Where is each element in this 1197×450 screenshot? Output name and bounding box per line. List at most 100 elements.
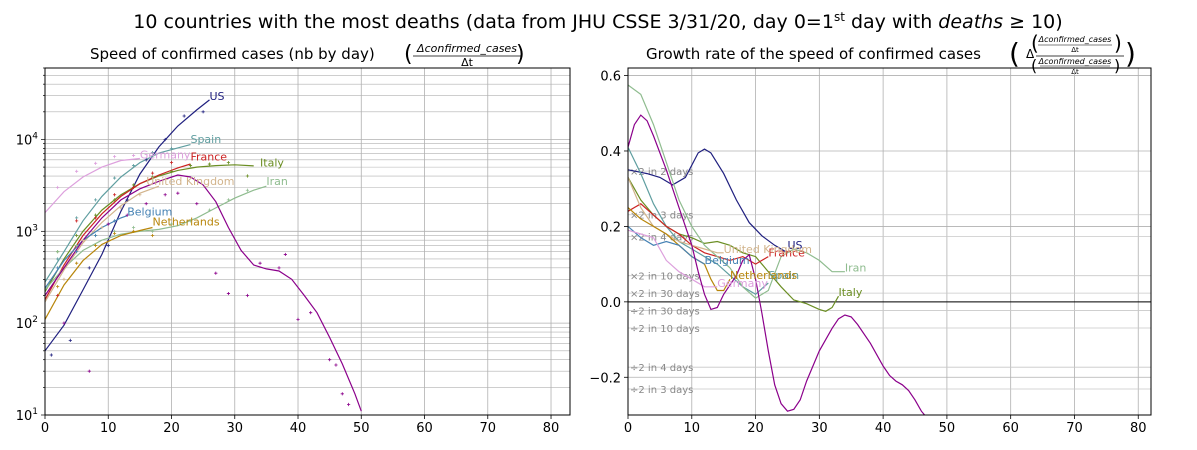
left-series-label-iran: Iran	[266, 175, 288, 188]
reference-label: ×2 in 10 days	[630, 272, 700, 283]
left-marker-italy	[112, 198, 117, 202]
title-superscript: st	[834, 10, 845, 24]
right-grid: ×2 in 2 days ×2 in 3 days ×2 in 4 days ×2 i…	[627, 68, 1151, 415]
title-part-deaths: deaths	[938, 11, 1003, 33]
left-marker-iran	[188, 219, 193, 223]
left-marker-us	[68, 338, 72, 342]
right-series-lines	[627, 84, 926, 416]
left-marker-france	[150, 171, 155, 175]
svg-text:(: (	[404, 42, 413, 67]
figure-title: 10 countries with the most deaths (data …	[133, 10, 1062, 33]
left-marker-france	[131, 185, 136, 190]
left-marker-belgium	[75, 250, 79, 254]
left-marker-iran	[131, 225, 136, 230]
left-marker-us	[144, 158, 148, 162]
left-marker-italy	[207, 162, 212, 166]
reference-label: ×2 in 30 days	[630, 289, 700, 300]
left-marker-iran	[56, 250, 60, 254]
left-xtick-label: 20	[163, 421, 180, 436]
left-marker-china	[283, 252, 287, 257]
right-series-label-germany: Germany	[717, 277, 768, 290]
left-marker-spain	[169, 146, 174, 150]
left-marker-us	[201, 110, 205, 114]
left-marker-iran	[226, 198, 231, 202]
left-series-label-united-kingdom: United Kingdom	[146, 175, 234, 188]
right-series-line-belgium	[627, 225, 705, 265]
left-xtick-label: 80	[543, 421, 560, 436]
left-marker-italy	[188, 163, 193, 168]
svg-text:): )	[1114, 56, 1120, 75]
right-title-formula: ( Δ ( Δconfirmed_cases Δt ) ( Δconfirmed…	[1009, 31, 1136, 76]
left-marker-china	[328, 358, 332, 362]
left-marker-united-kingdom	[100, 225, 104, 230]
left-marker-spain	[75, 216, 79, 220]
left-marker-us	[163, 137, 167, 142]
left-marker-belgium	[94, 233, 98, 238]
left-series-line-netherlands	[44, 226, 153, 320]
title-part-3: ≥ 10)	[1003, 11, 1063, 33]
right-xtick-label: 80	[1130, 421, 1147, 436]
right-xtick-label: 10	[684, 421, 701, 436]
left-series-line-china	[44, 174, 362, 412]
right-formula-delta: Δ	[1026, 47, 1035, 61]
left-marker-france	[75, 219, 79, 223]
right-formula-denominator-den: Δt	[1071, 68, 1079, 76]
right-series-line-united-kingdom	[627, 177, 724, 254]
left-series-label-italy: Italy	[260, 156, 284, 169]
left-marker-china	[340, 392, 344, 396]
left-series-line-us	[44, 99, 210, 352]
left-series-line-belgium	[44, 215, 128, 289]
left-marker-us	[87, 266, 91, 270]
left-marker-china	[258, 261, 262, 265]
right-series-label-france: France	[768, 247, 805, 260]
right-series-label-belgium: Belgium	[705, 254, 750, 267]
right-ytick-label: 0.4	[600, 145, 621, 160]
reference-label: ×2 in 2 days	[630, 167, 693, 178]
left-marker-china	[125, 213, 129, 217]
left-chart-title: Speed of confirmed cases (nb by day)	[90, 45, 375, 63]
left-marker-germany	[112, 155, 117, 159]
left-marker-china	[277, 266, 281, 270]
right-ytick-label: −0.2	[589, 371, 621, 386]
left-marker-united-kingdom	[119, 206, 123, 210]
right-series-label-italy: Italy	[838, 286, 862, 299]
left-series-lines	[44, 99, 362, 412]
right-axes-frame	[627, 67, 1152, 416]
right-xtick-label: 60	[1002, 421, 1019, 436]
left-marker-china	[347, 402, 351, 407]
left-chart: Speed of confirmed cases (nb by day) ( Δ…	[16, 42, 571, 436]
left-marker-netherlands	[94, 243, 98, 248]
right-xtick-label: 0	[624, 421, 632, 436]
right-xtick-label: 50	[939, 421, 956, 436]
left-marker-china	[106, 222, 110, 226]
left-marker-germany	[56, 185, 60, 190]
left-ytick-label: 102	[16, 315, 38, 332]
left-ticks: 0 10 20 30 40 50 60 70 80 101 102 103 104	[16, 67, 560, 436]
left-ytick-label: 103	[16, 223, 38, 240]
left-marker-belgium	[112, 219, 117, 223]
left-marker-china	[334, 363, 338, 367]
svg-text:): )	[516, 42, 525, 67]
left-marker-france	[112, 193, 117, 197]
right-series-label-us: US	[787, 239, 802, 252]
left-marker-netherlands	[131, 229, 136, 233]
left-formula-numerator: Δconfirmed_cases	[416, 42, 517, 55]
left-marker-italy	[169, 169, 174, 173]
left-marker-china	[226, 291, 231, 296]
left-marker-netherlands	[75, 261, 79, 265]
right-xtick-label: 70	[1066, 421, 1083, 436]
left-series-label-france: France	[190, 151, 227, 164]
left-marker-belgium	[56, 266, 60, 270]
left-axes-frame	[44, 67, 571, 416]
left-marker-us	[49, 353, 53, 357]
right-ticks: 0 10 20 30 40 50 60 70 80 −0.2 0.0 0.2 0.4 0.6	[589, 70, 1146, 436]
left-series-label-germany: Germany	[140, 149, 191, 162]
left-title-formula: ( Δconfirmed_cases Δt )	[404, 42, 525, 69]
right-series-labels: US Spain Italy France Iran United Kingdom Neth…	[705, 239, 867, 299]
left-marker-china	[195, 202, 199, 206]
left-marker-china	[296, 317, 300, 321]
svg-text:(: (	[1031, 31, 1039, 55]
left-series-labels: US Spain Italy France Iran United Kingdom Neth…	[127, 90, 288, 229]
reference-label: ÷2 in 10 days	[630, 324, 700, 335]
left-series-line-germany	[44, 157, 140, 214]
